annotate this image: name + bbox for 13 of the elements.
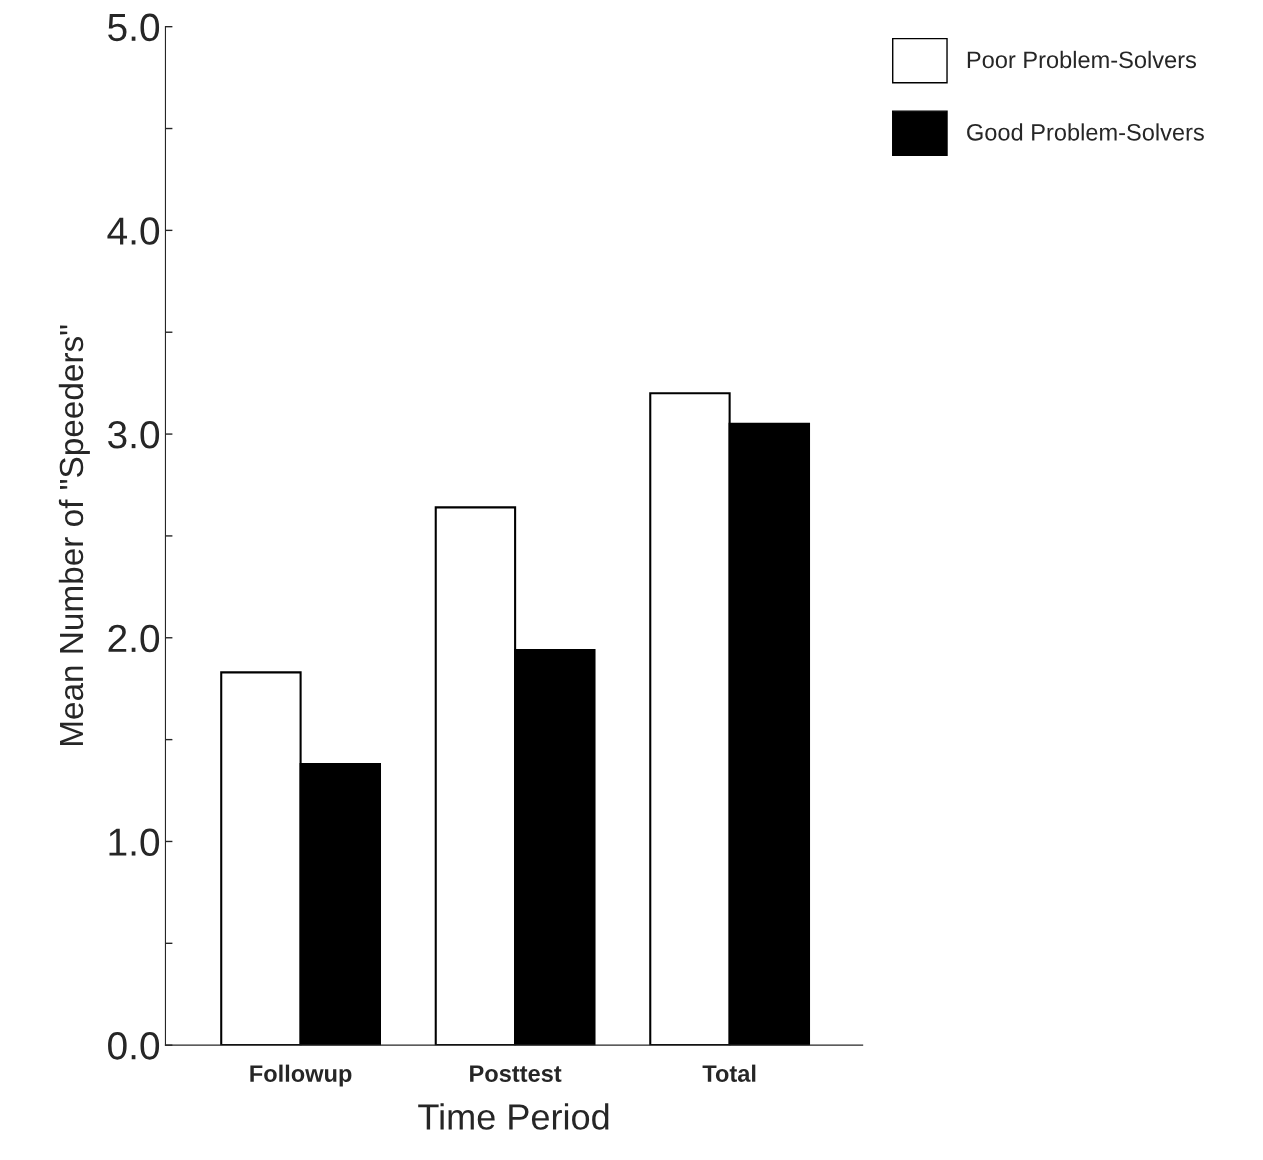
- y-tick-label: 5.0: [108, 13, 160, 42]
- x-tick-label: Posttest: [470, 1065, 562, 1082]
- x-axis-title: Time Period: [418, 1103, 609, 1130]
- y-axis-title: Mean Number of "Speeders": [58, 325, 90, 746]
- x-tick-label: Total: [702, 1064, 756, 1082]
- y-tick-label: 3.0: [108, 421, 160, 449]
- y-tick-label: 0.0: [108, 1032, 160, 1060]
- y-tick-label: 4.0: [107, 217, 160, 245]
- y-tick-label: 2.0: [108, 624, 160, 653]
- legend-label: Good Problem-Solvers: [967, 123, 1204, 141]
- legend-label: Poor Problem-Solvers: [967, 50, 1197, 69]
- y-tick-label: 1.0: [109, 828, 160, 856]
- x-tick-label: Followup: [250, 1064, 352, 1087]
